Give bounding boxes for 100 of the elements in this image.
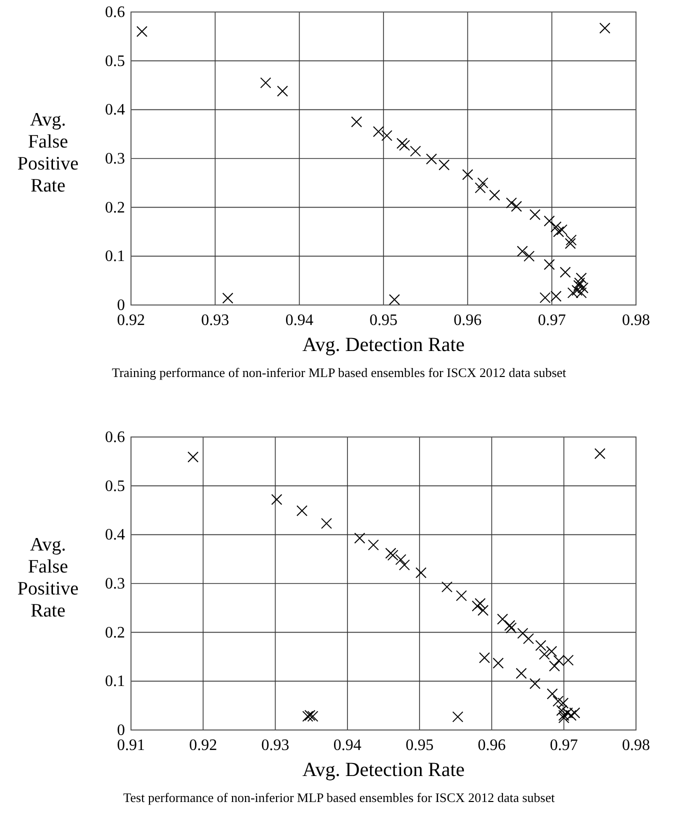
- y-tick-label: 0.1: [105, 248, 125, 266]
- point: [558, 712, 570, 724]
- point: [550, 221, 562, 232]
- x-tick-label: 0.97: [538, 312, 566, 329]
- y-tick-label: 0.5: [105, 52, 125, 70]
- point: [479, 652, 490, 664]
- point: [416, 567, 427, 578]
- x-tick-label: 0.94: [285, 312, 314, 329]
- point: [553, 226, 564, 238]
- y-tick-label: 0.6: [105, 4, 125, 21]
- point: [474, 598, 486, 610]
- x-tick-label: 0.92: [117, 312, 145, 329]
- text: Training performance of non-inferior MLP based ensembles for ISCX 2012 data subset: [112, 365, 567, 380]
- x-tick-label: 0.91: [117, 737, 145, 754]
- point: [441, 581, 452, 592]
- y-tick-label: 0.1: [105, 673, 125, 690]
- point: [271, 494, 282, 506]
- y-axis-title: Avg. False Positive Rate: [17, 534, 79, 622]
- point: [546, 688, 558, 700]
- point: [296, 505, 308, 516]
- point: [398, 559, 410, 570]
- point: [544, 216, 555, 227]
- point: [535, 640, 546, 652]
- point: [546, 646, 558, 657]
- point: [560, 266, 571, 278]
- point: [410, 146, 421, 157]
- point: [388, 294, 400, 306]
- point: [558, 698, 569, 709]
- point: [564, 238, 576, 249]
- y-tick-label: 0.2: [105, 199, 125, 216]
- point: [556, 704, 568, 716]
- point: [548, 660, 560, 672]
- point: [516, 246, 528, 257]
- point: [478, 604, 489, 616]
- point: [136, 26, 148, 38]
- point: [566, 234, 577, 246]
- point: [489, 190, 500, 201]
- point: [576, 272, 587, 284]
- x-tick-label: 0.96: [478, 737, 506, 754]
- y-tick-label: 0.3: [105, 576, 125, 592]
- y-tick-label: 0.2: [105, 624, 125, 642]
- point: [510, 200, 522, 212]
- y-axis-title: Avg. False Positive Rate: [17, 110, 79, 196]
- point: [517, 628, 528, 639]
- point: [572, 284, 583, 296]
- x-tick-label: 0.98: [622, 737, 650, 754]
- point: [222, 292, 234, 304]
- point: [477, 177, 488, 188]
- point: [504, 620, 516, 631]
- point: [260, 77, 272, 88]
- point: [372, 126, 384, 138]
- point: [426, 153, 437, 164]
- x-axis-title: Avg. Detection Rate: [302, 334, 465, 356]
- point: [516, 668, 527, 679]
- y-tick-label: 0.6: [105, 429, 125, 446]
- point: [456, 590, 467, 602]
- y-tick-label: 0: [117, 297, 125, 314]
- x-tick-label: 0.97: [550, 737, 578, 754]
- point: [188, 452, 199, 463]
- point: [474, 182, 486, 194]
- point: [506, 622, 517, 634]
- x-tick-label: 0.95: [406, 737, 434, 754]
- y-tick-label: 0.3: [105, 150, 125, 168]
- point: [462, 169, 474, 180]
- point: [530, 209, 540, 220]
- x-tick-label: 0.93: [201, 312, 230, 329]
- x-tick-label: 0.94: [333, 737, 362, 754]
- point: [321, 518, 332, 529]
- point: [399, 140, 410, 151]
- x-tick-label: 0.93: [261, 737, 290, 754]
- point: [277, 86, 288, 97]
- point: [556, 224, 568, 236]
- point: [538, 648, 550, 660]
- point: [524, 250, 535, 262]
- point: [599, 22, 610, 34]
- y-tick-label: 0.5: [105, 478, 125, 495]
- point: [354, 532, 366, 544]
- y-tick-label: 0.4: [105, 102, 125, 119]
- point: [577, 282, 588, 294]
- point: [492, 658, 504, 669]
- point: [523, 633, 534, 644]
- point: [472, 600, 483, 612]
- text: Test performance of non-inferior MLP based ensembles for ISCX 2012 data subset: [123, 790, 556, 805]
- point: [307, 710, 318, 722]
- point: [530, 678, 540, 690]
- point: [381, 130, 392, 142]
- point: [351, 116, 362, 128]
- x-axis-title: Avg. Detection Rate: [302, 759, 465, 781]
- y-tick-label: 0.4: [105, 526, 125, 544]
- point: [396, 138, 408, 149]
- point: [395, 554, 406, 566]
- point: [497, 614, 508, 625]
- point: [438, 159, 450, 170]
- point: [544, 258, 555, 270]
- point: [506, 197, 517, 208]
- point: [594, 448, 606, 460]
- x-tick-label: 0.96: [454, 312, 482, 329]
- x-tick-label: 0.92: [189, 737, 218, 754]
- x-tick-label: 0.95: [370, 312, 398, 329]
- y-tick-label: 0: [117, 722, 125, 739]
